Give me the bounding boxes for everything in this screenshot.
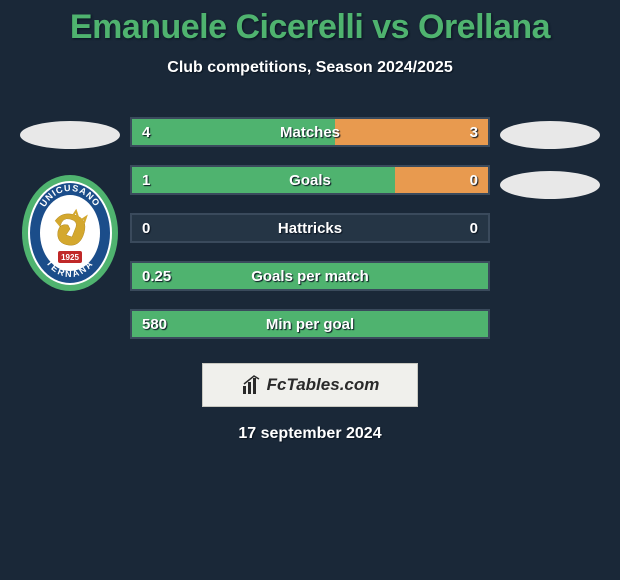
stat-label: Goals [289,172,331,189]
player-right-placeholder-1 [500,121,600,149]
stat-label: Goals per match [251,268,369,285]
page-title: Emanuele Cicerelli vs Orellana [0,8,620,47]
stat-bar-goals-per-match: 0.25 Goals per match [130,261,490,291]
comparison-card: Emanuele Cicerelli vs Orellana Club comp… [0,0,620,443]
main-row: 1925 UNICUSANO TERNANA 4Matches31Goals00… [0,117,620,339]
stat-bar-matches: 4 Matches 3 [130,117,490,147]
stats-column: 4 Matches 3 1 Goals 0 0 Hattricks 0 0.25 Goals per… [130,117,490,339]
stat-label: Matches [280,124,340,141]
stat-left-value: 1 [142,172,150,189]
date-line: 17 september 2024 [0,425,620,443]
stat-left-value: 0 [142,220,150,237]
stat-fill-left [132,167,395,193]
brand-box[interactable]: FcTables.com [202,363,418,407]
brand-text: FcTables.com [267,375,380,395]
left-column: 1925 UNICUSANO TERNANA [10,117,130,298]
stat-bar-goals: 1 Goals 0 [130,165,490,195]
stat-right-value: 0 [470,172,478,189]
stat-left-value: 4 [142,124,150,141]
right-column [490,117,610,217]
club-logo-left: 1925 UNICUSANO TERNANA [20,173,120,298]
stat-bar-hattricks: 0 Hattricks 0 [130,213,490,243]
player-right-placeholder-2 [500,171,600,199]
stat-label: Hattricks [278,220,342,237]
stat-fill-right [335,119,488,145]
player-left-placeholder [20,121,120,149]
subtitle: Club competitions, Season 2024/2025 [0,59,620,77]
stat-right-value: 3 [470,124,478,141]
stat-right-value: 0 [470,220,478,237]
stat-label: Min per goal [266,316,354,333]
stat-left-value: 0.25 [142,268,171,285]
svg-text:1925: 1925 [61,253,79,262]
stat-left-value: 580 [142,316,167,333]
stat-bar-min-per-goal: 580 Min per goal [130,309,490,339]
chart-icon [241,374,263,396]
